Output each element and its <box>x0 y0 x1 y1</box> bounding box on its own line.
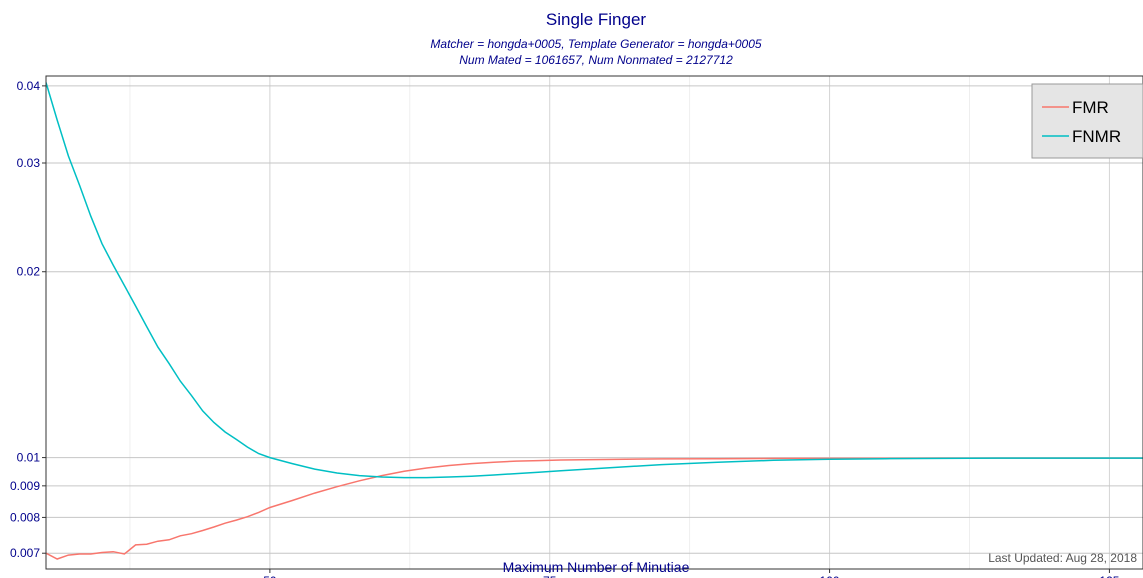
x-tick-label: 100 <box>820 574 840 578</box>
y-tick-label: 0.007 <box>10 546 40 560</box>
grid <box>46 76 1143 569</box>
legend: FMR FNMR <box>1031 83 1143 159</box>
y-tick-label: 0.02 <box>17 265 41 279</box>
series-lines <box>46 82 1143 560</box>
legend-label-fnmr: FNMR <box>1072 127 1121 146</box>
x-axis-label: Maximum Number of Minutiae <box>503 559 690 575</box>
x-tick-label: 50 <box>263 574 277 578</box>
plot-frame <box>45 75 1143 570</box>
series-line-fnmr <box>46 82 1143 479</box>
y-tick-label: 0.04 <box>17 79 41 93</box>
chart-title: Single Finger <box>546 10 647 29</box>
axis-ticks: 50 75 100 125 0.007 0.008 0.009 0.01 0.02 0.03 0.0… <box>10 79 1120 578</box>
y-tick-label: 0.01 <box>17 451 41 465</box>
y-tick-label: 0.008 <box>10 510 40 524</box>
y-tick-label: 0.009 <box>10 479 40 493</box>
chart-subtitle-line-1: Matcher = hongda+0005, Template Generato… <box>430 37 761 51</box>
plot-area <box>46 76 1143 569</box>
series-line-fmr <box>46 457 1143 560</box>
x-tick-label: 125 <box>1099 574 1119 578</box>
last-updated-note: Last Updated: Aug 28, 2018 <box>988 551 1137 565</box>
chart-subtitle-line-2: Num Mated = 1061657, Num Nonmated = 2127… <box>459 53 733 67</box>
x-tick-label: 75 <box>543 574 557 578</box>
y-tick-label: 0.03 <box>17 156 41 170</box>
legend-label-fmr: FMR <box>1072 98 1109 117</box>
legend-box <box>1031 83 1143 159</box>
